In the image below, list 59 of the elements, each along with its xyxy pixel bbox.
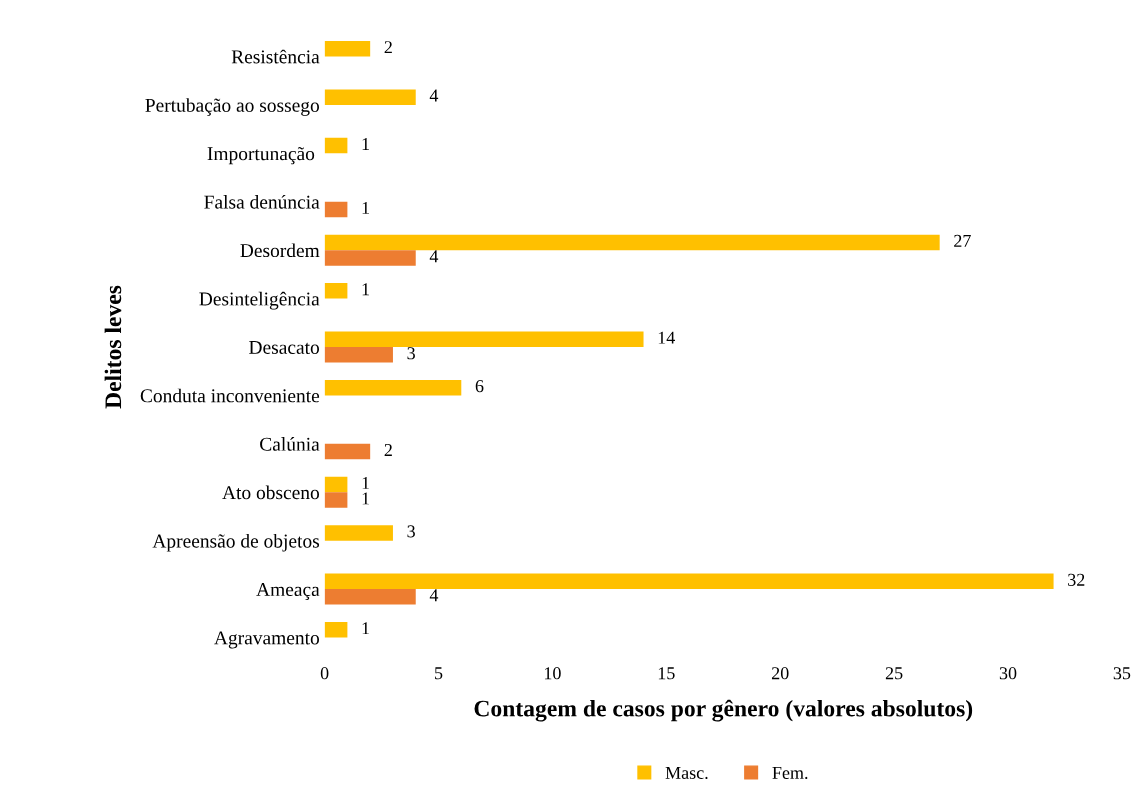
bar [324,234,940,251]
y-tick-label: Apreensão de objetos [152,533,320,552]
y-tick-label: Falsa denúncia [204,194,320,209]
data-label: 4 [429,250,439,263]
data-label: 4 [429,589,439,602]
data-label: 6 [475,380,484,393]
data-label: 1 [362,622,370,635]
y-tick-label: Calúnia [260,437,320,451]
x-axis-title: Contagem de casos por gênero (valores absolutos) [474,699,973,722]
x-tick-label: 30 [999,667,1017,680]
bar [324,250,416,266]
y-tick-label: Ato obsceno [222,485,320,500]
x-tick-label: 25 [885,667,903,680]
y-axis-title: Delitos leves [104,285,122,409]
data-label: 32 [1068,573,1085,586]
y-tick-label: Ameaça [256,583,320,600]
bar [324,476,348,493]
y-tick-label: Resistência [231,49,320,64]
bar [324,201,348,218]
y-tick-label: Conduta inconveniente [140,388,320,403]
data-label: 27 [954,234,971,247]
data-label: 3 [407,347,415,360]
bar [324,331,644,348]
bar [324,492,348,508]
legend-label: Fem. [772,766,808,780]
data-label: 1 [362,476,370,489]
data-label: 2 [384,41,392,54]
bar [324,347,393,363]
y-tick-label: Agravamento [214,631,320,649]
y-tick-label: Desordem [240,243,320,258]
bar [324,89,416,105]
bar [324,573,1054,590]
data-label: 4 [429,89,439,102]
bar [324,41,371,57]
data-label: 1 [362,492,370,505]
y-tick-label: Pertubação ao sossego [145,98,319,116]
bar [324,379,462,396]
data-label: 3 [407,525,415,538]
x-tick-label: 35 [1113,667,1131,680]
bar [324,283,348,299]
bar [324,443,371,460]
data-label: 14 [658,331,675,344]
data-label: 1 [362,201,370,214]
x-tick-label: 10 [544,667,561,680]
x-tick-label: 5 [435,667,443,680]
data-label: 2 [384,443,392,456]
x-tick-label: 15 [658,667,675,680]
y-tick-label: Desinteligência [199,291,320,310]
x-tick-label: 0 [320,667,329,680]
bar [324,589,416,605]
bar [324,622,348,638]
legend-label: Masc. [665,766,708,780]
data-label: 1 [362,138,370,150]
x-tick-label: 20 [771,667,789,680]
data-label: 1 [362,283,370,296]
bar [324,137,348,154]
bar [324,525,393,541]
y-tick-label: Importunação [207,146,315,165]
y-tick-label: Desacato [249,341,320,354]
